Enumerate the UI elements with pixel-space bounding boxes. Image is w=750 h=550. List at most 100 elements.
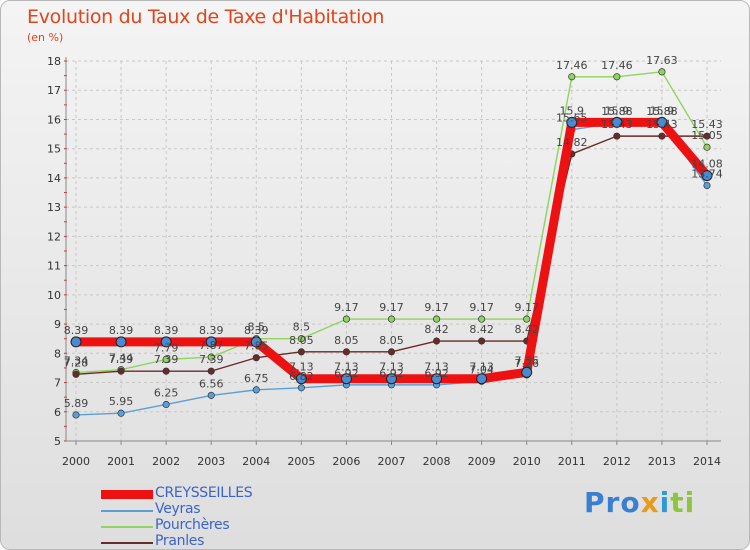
data-label-pranles: 15.43 (691, 118, 723, 131)
point-veyras (72, 411, 80, 419)
point-pranles (658, 132, 666, 140)
point-pourcheres (162, 355, 170, 363)
data-label-pourcheres: 9.17 (514, 301, 539, 314)
point-creysseilles (205, 336, 217, 348)
x-tick-label: 2014 (693, 455, 721, 468)
y-tick-label: 16 (47, 113, 61, 126)
y-tick-label: 15 (47, 143, 61, 156)
point-pourcheres (478, 315, 486, 323)
data-label-veyras: 13.74 (691, 168, 723, 181)
x-tick-label: 2007 (378, 455, 406, 468)
point-veyras (117, 409, 125, 417)
point-pranles (478, 337, 486, 345)
data-label-pourcheres: 9.17 (334, 301, 359, 314)
data-label-veyras: 15.88 (646, 105, 678, 118)
data-label-veyras: 6.25 (154, 386, 179, 399)
legend-label-creysseilles: CREYSSEILLES (155, 485, 253, 501)
legend-swatch-creysseilles (101, 490, 153, 499)
y-tick-label: 11 (47, 260, 61, 273)
y-tick-label: 7 (54, 377, 61, 390)
legend-item-creysseilles: CREYSSEILLES (101, 485, 301, 503)
data-label-pranles: 15.43 (646, 118, 678, 131)
legend-label-pourcheres: Pourchères (155, 517, 230, 533)
chart-subtitle: (en %) (27, 31, 64, 44)
data-label-veyras: 7.26 (514, 357, 539, 370)
data-label-pranles: 8.05 (334, 334, 359, 347)
point-pranles (252, 354, 260, 362)
point-veyras (297, 384, 305, 392)
data-label-pranles: 8.05 (379, 334, 404, 347)
data-label-creysseilles: 14.08 (691, 158, 723, 171)
point-creysseilles (656, 116, 668, 128)
data-label-creysseilles: 7.13 (334, 361, 359, 374)
data-label-creysseilles: 7.35 (514, 354, 539, 367)
data-label-pranles: 8.42 (424, 323, 449, 336)
point-creysseilles (431, 373, 443, 385)
data-label-pranles: 7.85 (244, 340, 269, 353)
point-pourcheres (433, 315, 441, 323)
point-pranles (207, 367, 215, 375)
y-tick-label: 5 (54, 435, 61, 448)
data-label-veyras: 6.92 (424, 367, 449, 380)
data-label-pourcheres: 7.79 (154, 341, 179, 354)
data-label-pourcheres: 8.5 (248, 321, 266, 334)
data-label-creysseilles: 7.13 (379, 361, 404, 374)
y-tick-label: 17 (47, 84, 61, 97)
point-veyras (703, 181, 711, 190)
x-tick-label: 2013 (648, 455, 676, 468)
proxiti-logo: Proxiti (584, 486, 696, 519)
x-tick-label: 2000 (62, 455, 90, 468)
point-pranles (162, 367, 170, 375)
chart-title: Evolution du Taux de Taxe d'Habitation (27, 6, 385, 28)
x-tick-label: 2003 (197, 455, 225, 468)
point-creysseilles (521, 366, 533, 378)
point-creysseilles (115, 336, 127, 348)
point-pranles (433, 337, 441, 345)
data-label-veyras: 7.04 (469, 363, 494, 376)
data-label-creysseilles: 8.39 (199, 324, 224, 337)
x-tick-label: 2011 (558, 455, 586, 468)
x-tick-label: 2006 (332, 455, 360, 468)
point-creysseilles (250, 336, 262, 348)
data-label-pourcheres: 7.44 (109, 352, 134, 365)
y-tick-label: 8 (54, 347, 61, 360)
data-label-pranles: 7.39 (199, 353, 224, 366)
data-label-pranles: 7.39 (109, 353, 134, 366)
point-pourcheres (703, 143, 711, 151)
point-pourcheres (297, 335, 305, 343)
point-creysseilles (340, 373, 352, 385)
legend-label-veyras: Veyras (155, 501, 201, 517)
x-tick-label: 2001 (107, 455, 135, 468)
data-label-creysseilles: 7.13 (289, 361, 314, 374)
point-pourcheres (568, 73, 576, 81)
data-label-creysseilles: 8.39 (109, 324, 134, 337)
y-tick-label: 10 (47, 289, 61, 302)
point-creysseilles (70, 336, 82, 348)
data-label-creysseilles: 15.9 (605, 104, 630, 117)
x-tick-label: 2004 (242, 455, 270, 468)
legend-swatch-pourcheres (101, 526, 153, 528)
data-label-pourcheres: 17.46 (601, 59, 633, 72)
data-label-creysseilles: 7.13 (469, 361, 494, 374)
data-label-creysseilles: 15.9 (650, 104, 675, 117)
y-tick-label: 6 (54, 406, 61, 419)
point-pourcheres (658, 68, 666, 76)
point-veyras (252, 386, 260, 394)
point-creysseilles (160, 336, 172, 348)
point-pranles (117, 367, 125, 375)
x-tick-label: 2008 (423, 455, 451, 468)
point-creysseilles (476, 373, 488, 385)
point-pranles (297, 348, 305, 356)
point-veyras (207, 391, 215, 399)
data-label-veyras: 5.89 (64, 397, 89, 410)
point-creysseilles (701, 170, 713, 182)
data-label-veyras: 6.75 (244, 372, 269, 385)
x-tick-label: 2012 (603, 455, 631, 468)
data-label-pranles: 7.28 (64, 356, 89, 369)
data-label-pourcheres: 15.05 (691, 129, 723, 142)
y-tick-label: 13 (47, 201, 61, 214)
point-creysseilles (611, 116, 623, 128)
data-label-creysseilles: 8.39 (154, 324, 179, 337)
